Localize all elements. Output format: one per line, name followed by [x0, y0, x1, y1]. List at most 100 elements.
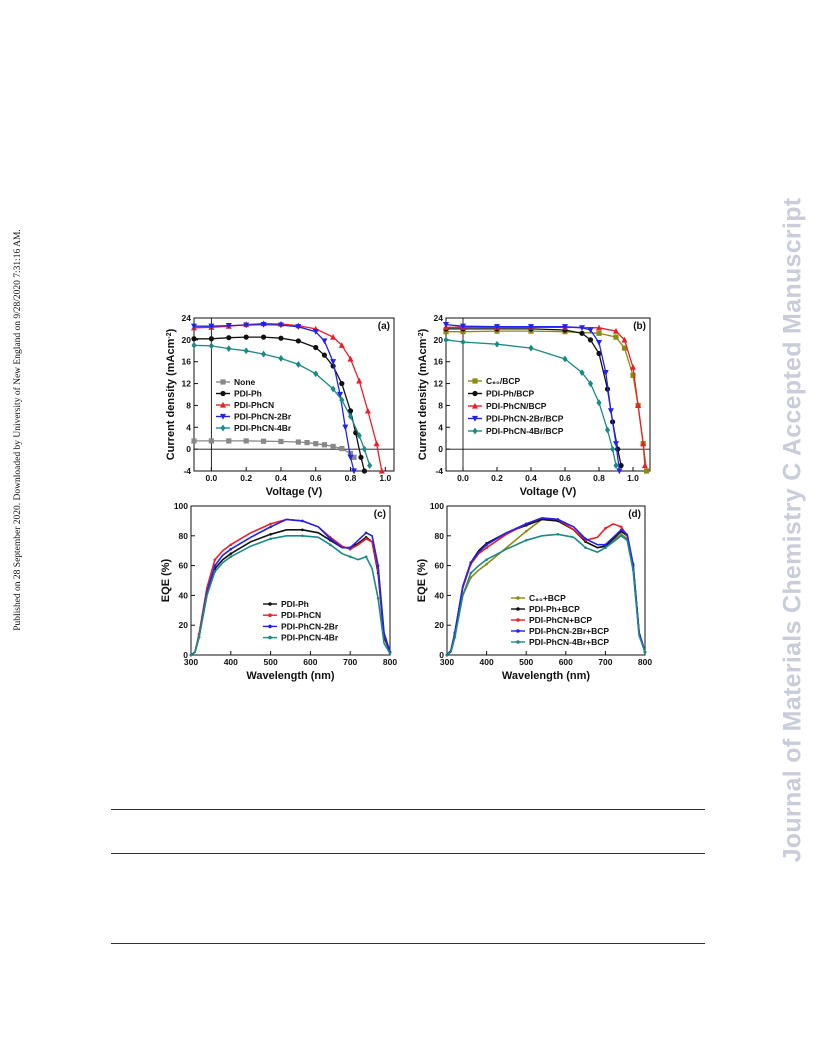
y-tick-label: 60 [435, 561, 445, 571]
y-tick-label: 40 [179, 590, 189, 600]
data-point [602, 370, 609, 376]
series-4 [189, 534, 392, 657]
data-point [579, 325, 585, 332]
data-point [347, 450, 354, 457]
data-point [579, 369, 585, 377]
data-point [604, 527, 607, 530]
y-axis-label: Current density (mAcm-2) [165, 328, 177, 460]
series-4 [443, 321, 623, 475]
chart-panel-2: 0.0 0.2 0.4 0.6 0.8 1.0 -4 0 4 8 12 16 20 24 Voltage (… [417, 313, 651, 498]
data-point [225, 323, 232, 329]
data-point [596, 339, 602, 346]
data-point [378, 467, 385, 474]
legend-label: PDI-PhCN [234, 400, 274, 410]
data-point [528, 344, 534, 352]
x-tick-label: 1.0 [627, 473, 639, 483]
data-point [330, 385, 336, 393]
x-tick-label: 700 [343, 657, 357, 667]
data-point [348, 555, 352, 558]
data-point [587, 327, 594, 334]
data-point [643, 650, 647, 654]
data-point [229, 547, 233, 551]
x-axis-label: Voltage (V) [266, 486, 323, 498]
data-point [321, 442, 328, 448]
data-point [524, 530, 528, 533]
y-tick-label: 80 [179, 531, 189, 541]
data-point [556, 518, 560, 521]
data-point [229, 552, 233, 555]
series-5 [445, 533, 647, 657]
x-tick-label: 500 [264, 657, 278, 667]
x-tick-label: 1.0 [379, 473, 391, 483]
data-point [301, 534, 304, 538]
data-point [619, 528, 623, 532]
data-point [191, 341, 197, 349]
legend-label: C₆₀+BCP [529, 593, 566, 603]
legend-label: PDI-Ph/BCP [486, 389, 535, 399]
journal-watermark: Journal of Materials Chemistry C Accepte… [770, 140, 816, 920]
legend-marker [516, 629, 520, 633]
x-axis-label: Voltage (V) [520, 486, 577, 498]
data-point [229, 555, 233, 558]
figure-svg: 0.0 0.2 0.4 0.6 0.8 1.0 -4 0 4 8 12 16 20 24 Voltage (… [160, 313, 652, 682]
data-point [213, 570, 217, 573]
data-point [356, 432, 362, 439]
y-tick-label: 80 [435, 531, 445, 541]
data-point [189, 653, 193, 657]
legend-marker [220, 390, 226, 397]
data-point [330, 333, 337, 340]
data-point [213, 558, 217, 561]
x-tick-label: 500 [519, 657, 533, 667]
legend-label: PDI-PhCN-4Br+BCP [529, 637, 609, 647]
y-tick-label: 16 [182, 357, 192, 367]
data-point [373, 440, 380, 447]
data-point [364, 555, 368, 558]
legend: C₆₀+BCPPDI-Ph+BCPPDI-PhCN+BCPPDI-PhCN-2B… [511, 593, 609, 647]
series-line [446, 326, 646, 466]
legend: C₆₀/BCP PDI-Ph/BCP PDI-PhCN/BCP PDI-PhCN-2B… [468, 376, 564, 436]
data-point [295, 338, 301, 344]
data-point [364, 537, 368, 541]
data-point [524, 522, 528, 526]
legend-label: None [234, 377, 256, 387]
data-point [295, 439, 301, 445]
legend-marker [472, 390, 478, 397]
y-tick-label: 20 [179, 620, 189, 630]
table-top-rule [111, 809, 705, 810]
legend-marker [220, 379, 226, 385]
data-point [347, 412, 354, 420]
legend-marker [516, 607, 520, 611]
data-point [191, 336, 197, 342]
y-tick-label: 40 [435, 590, 445, 600]
y-tick-label: 0 [186, 444, 191, 454]
data-point [621, 336, 628, 343]
plot-frame [446, 505, 646, 656]
data-point [579, 330, 585, 336]
data-point [269, 525, 272, 529]
y-tick-label: 12 [182, 379, 192, 389]
plot-frame [193, 317, 395, 472]
data-point [469, 571, 473, 575]
chart-panel-4: 300 400 500 600 700 800 0 20 40 60 80 100 Wavelength… [416, 501, 652, 682]
data-point [348, 546, 352, 550]
data-point [596, 350, 602, 357]
x-tick-label: 0.0 [457, 473, 469, 483]
x-tick-label: 800 [383, 657, 397, 667]
data-point [313, 344, 319, 351]
data-point [376, 564, 380, 567]
data-point [208, 336, 214, 342]
figure-jv-eqe: 0.0 0.2 0.4 0.6 0.8 1.0 -4 0 4 8 12 16 20 24 Voltage (… [150, 310, 670, 682]
data-point [243, 438, 249, 444]
y-tick-label: 0 [438, 444, 443, 454]
data-point [295, 361, 301, 368]
y-tick-label: 4 [438, 422, 443, 432]
data-point [619, 534, 623, 538]
data-point [485, 558, 488, 561]
data-point [342, 424, 349, 431]
data-point [443, 329, 449, 335]
x-tick-label: 400 [224, 657, 238, 667]
data-point [243, 347, 249, 355]
data-point [260, 334, 267, 340]
x-tick-label: 0.2 [491, 473, 503, 483]
journal-watermark-text: Journal of Materials Chemistry C Accepte… [778, 197, 807, 863]
